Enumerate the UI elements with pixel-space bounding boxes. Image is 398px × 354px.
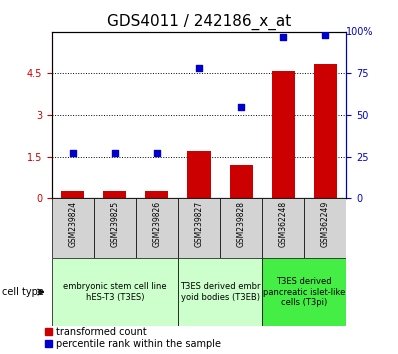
Text: embryonic stem cell line
hES-T3 (T3ES): embryonic stem cell line hES-T3 (T3ES) <box>63 282 167 302</box>
Text: GSM239825: GSM239825 <box>110 201 119 247</box>
Text: T3ES derived embr
yoid bodies (T3EB): T3ES derived embr yoid bodies (T3EB) <box>180 282 260 302</box>
Bar <box>136 198 178 258</box>
Point <box>112 150 118 156</box>
Point <box>238 104 244 110</box>
Text: GSM239824: GSM239824 <box>68 201 77 247</box>
Text: GSM239828: GSM239828 <box>236 201 246 247</box>
Text: GSM362248: GSM362248 <box>279 201 288 247</box>
Bar <box>178 258 262 326</box>
Bar <box>187 151 211 198</box>
Bar <box>262 198 304 258</box>
Bar <box>178 198 220 258</box>
Point <box>154 150 160 156</box>
Bar <box>145 191 168 198</box>
Point <box>322 32 328 38</box>
Bar <box>230 165 253 198</box>
Text: GSM362249: GSM362249 <box>321 201 330 247</box>
Text: GDS4011 / 242186_x_at: GDS4011 / 242186_x_at <box>107 14 291 30</box>
Text: cell type: cell type <box>2 287 44 297</box>
Bar <box>271 71 295 198</box>
Bar <box>61 191 84 198</box>
Text: T3ES derived
pancreatic islet-like
cells (T3pi): T3ES derived pancreatic islet-like cells… <box>263 277 345 307</box>
Bar <box>220 198 262 258</box>
Text: GSM239827: GSM239827 <box>195 201 203 247</box>
Point <box>70 150 76 156</box>
Bar <box>262 258 346 326</box>
Bar <box>94 198 136 258</box>
Bar <box>52 258 178 326</box>
Point <box>280 34 286 40</box>
Text: 100%: 100% <box>346 27 374 37</box>
Bar <box>52 198 94 258</box>
Bar <box>314 64 337 198</box>
Point <box>196 65 202 71</box>
Bar <box>304 198 346 258</box>
Text: GSM239826: GSM239826 <box>152 201 162 247</box>
Legend: transformed count, percentile rank within the sample: transformed count, percentile rank withi… <box>45 327 221 349</box>
Bar <box>103 191 127 198</box>
